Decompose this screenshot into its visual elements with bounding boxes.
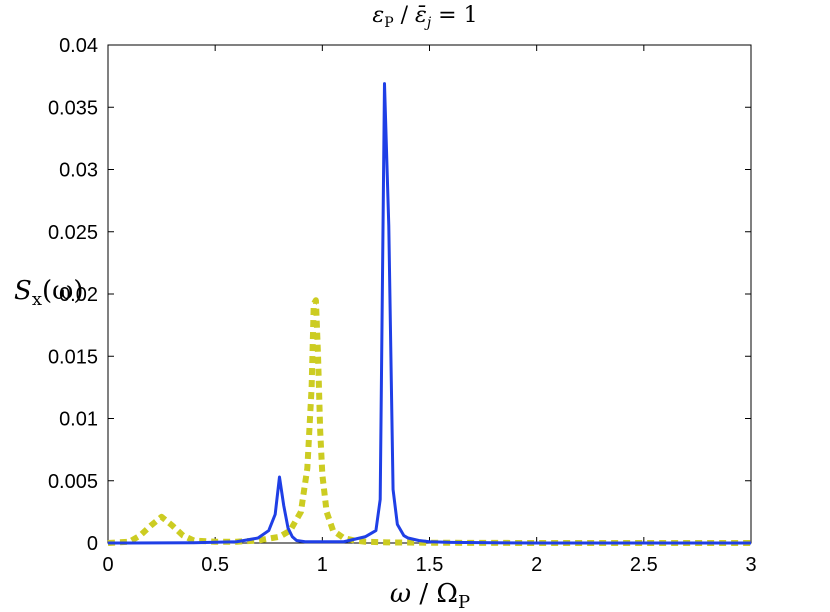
x-tick-label: 3 xyxy=(745,554,756,576)
plot-area xyxy=(107,44,752,544)
y-axis: 0 0.005 0.01 0.015 0.02 0.025 0.03 0.035 0.04 xyxy=(48,35,751,555)
x-axis-label: ω / ΩP xyxy=(390,579,470,612)
y-tick-label: 0.035 xyxy=(48,97,98,119)
series-layer xyxy=(107,82,751,546)
y-tick-label: 0.005 xyxy=(48,471,98,493)
y-tick-label: 0.01 xyxy=(59,409,98,431)
y-tick-label: 0 xyxy=(87,533,98,555)
y-tick-label: 0.02 xyxy=(59,284,98,306)
x-axis: 0 0.5 1 1.5 2 2.5 3 xyxy=(102,45,757,576)
x-tick-label: 1 xyxy=(317,554,328,576)
x-tick-label: 0 xyxy=(102,554,113,576)
x-tick-label: 0.5 xyxy=(201,554,229,576)
series-line-1 xyxy=(107,297,751,546)
series-line-2 xyxy=(107,82,751,545)
chart-title: εP / ε̄j = 1 xyxy=(372,3,477,31)
y-tick-label: 0.015 xyxy=(48,346,98,368)
x-tick-label: 2.5 xyxy=(630,554,658,576)
y-axis-label: Sx(ω) xyxy=(14,276,83,310)
x-tick-label: 1.5 xyxy=(416,554,444,576)
y-tick-label: 0.03 xyxy=(59,160,98,182)
y-tick-label: 0.04 xyxy=(59,35,98,57)
y-tick-label: 0.025 xyxy=(48,222,98,244)
x-tick-label: 2 xyxy=(531,554,542,576)
